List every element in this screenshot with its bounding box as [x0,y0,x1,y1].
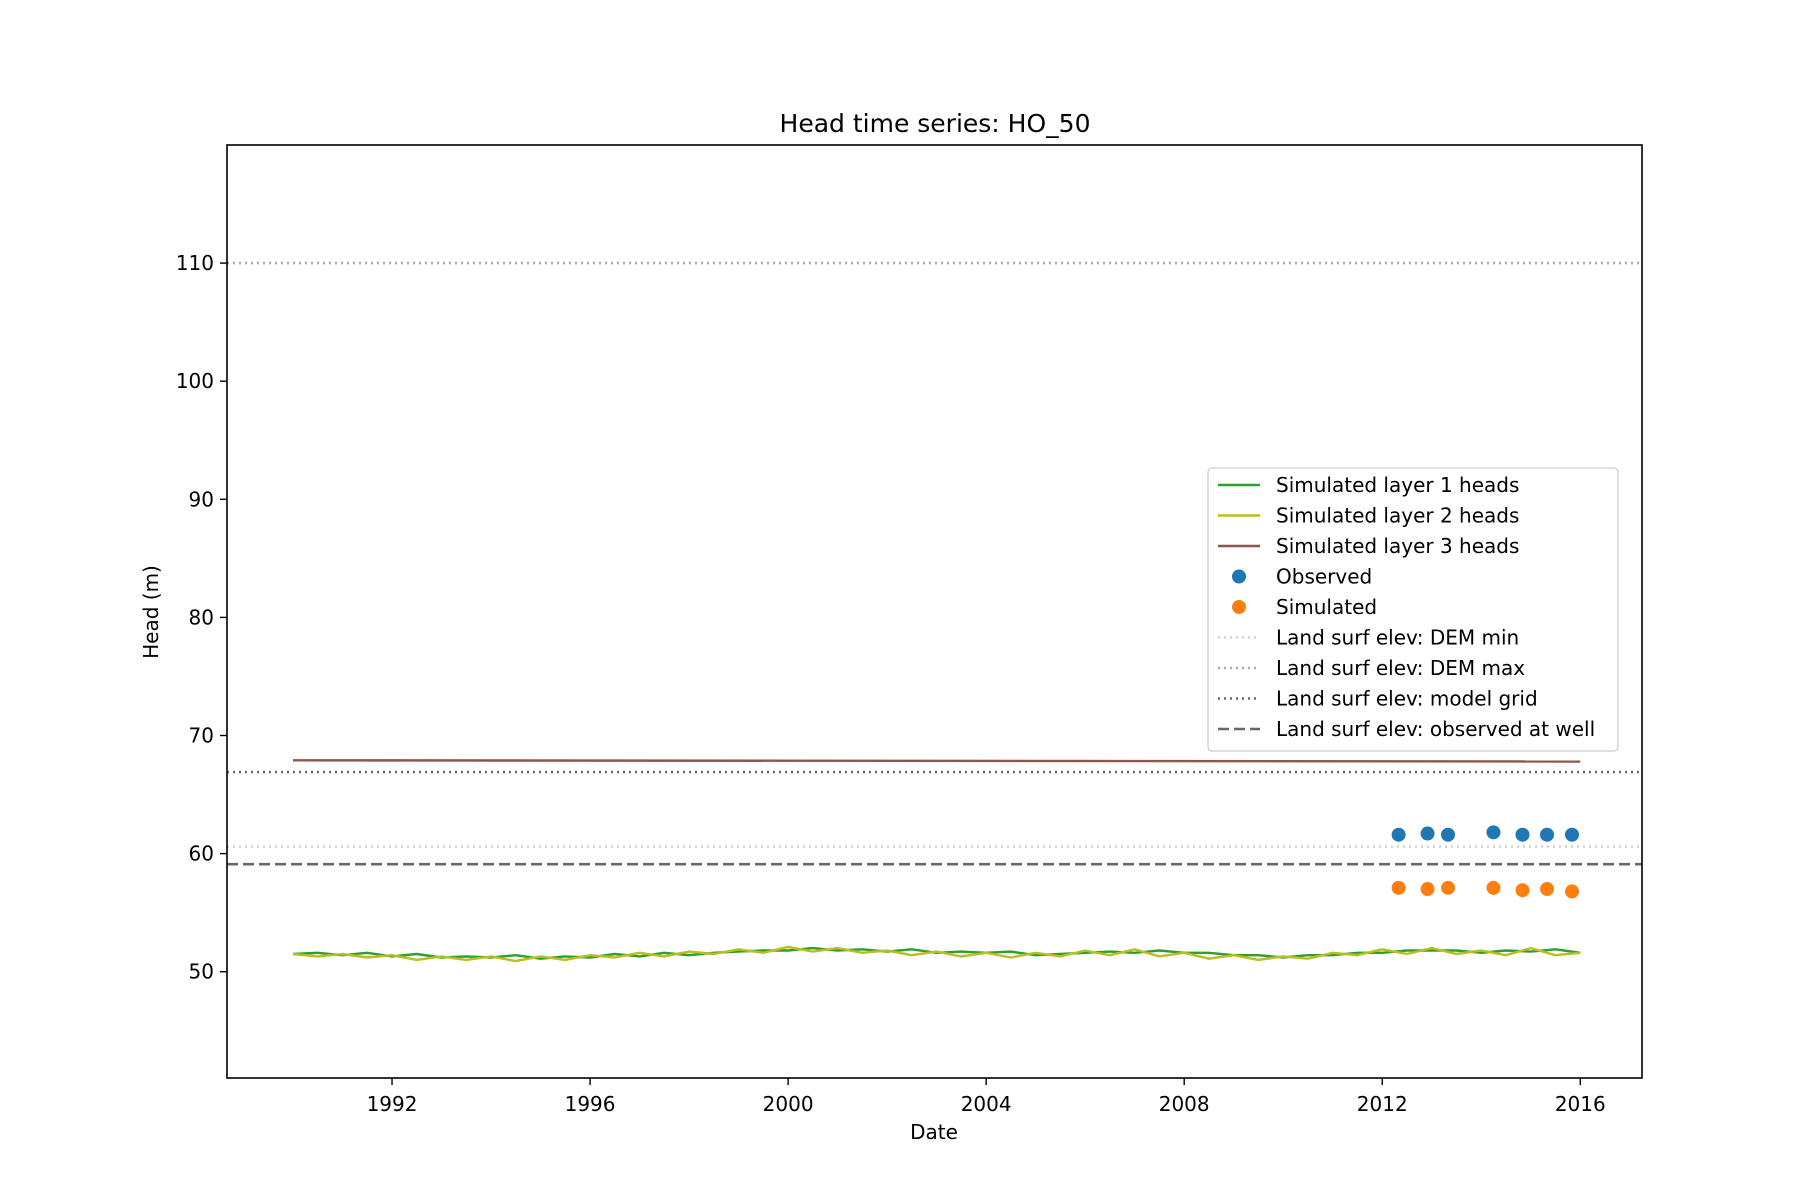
scatter-point-1-3 [1486,880,1501,895]
y-axis-label: Head (m) [139,565,163,659]
legend-label-7: Land surf elev: model grid [1276,687,1538,711]
legend-marker-3 [1232,569,1246,584]
x-axis-label: Date [910,1120,958,1144]
x-tick-label-3: 2004 [961,1092,1012,1116]
scatter-point-1-6 [1565,884,1580,899]
legend-label-1: Simulated layer 2 heads [1276,504,1519,528]
y-tick-label-4: 90 [189,487,214,511]
y-axis: 50 60 70 80 90 100 110 [176,251,227,984]
legend-box [1207,467,1619,752]
series-line-1 [292,945,1581,963]
scatter-point-1-4 [1515,883,1530,898]
scatter-point-0-0 [1391,827,1406,842]
legend-label-2: Simulated layer 3 heads [1276,534,1519,558]
legend-label-6: Land surf elev: DEM max [1276,656,1525,680]
scatter-point-1-2 [1441,880,1456,895]
plot-frame [226,144,1643,1079]
y-tick-label-6: 110 [176,251,214,275]
legend-label-8: Land surf elev: observed at well [1276,717,1595,741]
x-tick-label-0: 1992 [367,1092,418,1116]
x-tick-label-6: 2016 [1555,1092,1606,1116]
x-axis: 1992 1996 2000 2004 2008 2012 2016 [367,1078,1606,1116]
legend-marker-4 [1232,600,1246,614]
scatter-point-1-5 [1540,882,1555,897]
chart-title: Head time series: HO_50 [780,109,1091,138]
scatter-point-0-6 [1565,827,1580,842]
x-tick-label-2: 2000 [763,1092,814,1116]
scatter-point-0-3 [1486,825,1501,840]
scatter-point-0-1 [1420,826,1435,841]
x-tick-label-4: 2008 [1159,1092,1210,1116]
scatter-point-1-1 [1420,882,1435,897]
plot-area [227,261,1642,963]
legend-label-5: Land surf elev: DEM min [1276,626,1519,650]
scatter-point-1-0 [1391,880,1406,895]
y-tick-label-3: 80 [189,605,214,629]
x-tick-label-5: 2012 [1357,1092,1408,1116]
series-line-2 [292,759,1581,763]
legend-label-4: Simulated [1276,595,1377,619]
y-tick-label-2: 70 [189,724,214,748]
legend-label-0: Simulated layer 1 heads [1276,473,1519,497]
y-tick-label-1: 60 [189,842,214,866]
legend-label-3: Observed [1276,565,1372,589]
legend: Simulated layer 1 heads Simulated layer 2… [1207,467,1619,752]
y-tick-label-0: 50 [189,960,214,984]
x-tick-label-1: 1996 [565,1092,616,1116]
scatter-point-0-4 [1515,827,1530,842]
scatter-point-0-5 [1540,827,1555,842]
y-tick-label-5: 100 [176,369,214,393]
scatter-point-0-2 [1441,827,1456,842]
